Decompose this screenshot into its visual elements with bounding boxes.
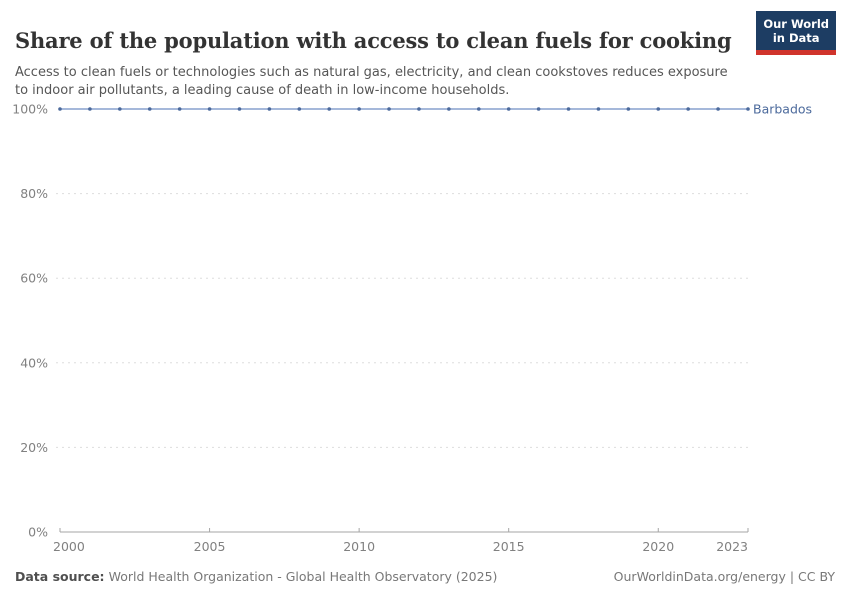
- data-point[interactable]: [267, 107, 272, 111]
- chart-subtitle: Access to clean fuels or technologies su…: [15, 65, 728, 98]
- data-point[interactable]: [177, 107, 182, 111]
- owid-logo-line2: in Data: [772, 30, 820, 45]
- x-tick-label: 2020: [642, 539, 674, 554]
- y-tick-label: 0%: [28, 525, 48, 540]
- y-tick-label: 80%: [20, 186, 48, 201]
- x-tick-label: 2023: [716, 539, 748, 554]
- data-point[interactable]: [327, 107, 332, 111]
- x-tick-label: 2000: [53, 539, 85, 554]
- y-tick-label: 20%: [20, 440, 48, 455]
- data-point[interactable]: [88, 107, 92, 111]
- data-point[interactable]: [237, 107, 242, 111]
- chart-canvas: 0% 20% 40% 60% 80% 100% 2000 2005 2010 2015 2020 20…: [12, 102, 812, 555]
- data-point[interactable]: [476, 107, 481, 111]
- y-tick-label: 60%: [20, 271, 48, 286]
- data-source-value: World Health Organization - Global Healt…: [108, 569, 498, 584]
- data-point[interactable]: [746, 107, 750, 111]
- data-point[interactable]: [118, 107, 122, 111]
- data-point[interactable]: [58, 107, 62, 111]
- data-point[interactable]: [357, 107, 361, 111]
- chart-title: Share of the population with access to c…: [15, 28, 732, 54]
- data-source-label: Data source:: [15, 569, 105, 584]
- data-point[interactable]: [536, 107, 541, 111]
- data-point[interactable]: [506, 107, 511, 111]
- data-source: Data source: World Health Organization - …: [15, 569, 497, 584]
- data-point[interactable]: [596, 107, 601, 111]
- data-point[interactable]: [656, 107, 661, 111]
- data-point[interactable]: [447, 107, 451, 111]
- x-tick-label: 2015: [493, 539, 525, 554]
- owid-link[interactable]: OurWorldinData.org/energy | CC BY: [613, 569, 835, 584]
- owid-logo-line1: Our World: [763, 17, 829, 31]
- y-tick-label: 40%: [20, 355, 48, 370]
- owid-logo: Our World in Data: [756, 11, 836, 55]
- y-tick-label: 100%: [12, 102, 48, 117]
- data-point[interactable]: [716, 107, 720, 111]
- data-point[interactable]: [387, 107, 391, 111]
- data-point[interactable]: [686, 107, 690, 111]
- series-entity-label[interactable]: Barbados: [753, 102, 812, 117]
- x-tick-label: 2010: [343, 539, 375, 554]
- data-point[interactable]: [626, 107, 631, 111]
- data-point[interactable]: [417, 107, 421, 111]
- data-point[interactable]: [207, 107, 212, 111]
- data-point[interactable]: [297, 107, 302, 111]
- data-point[interactable]: [566, 107, 571, 111]
- x-tick-label: 2005: [194, 539, 226, 554]
- data-point[interactable]: [147, 107, 152, 111]
- chart-footer: Data source: World Health Organization - …: [15, 569, 835, 584]
